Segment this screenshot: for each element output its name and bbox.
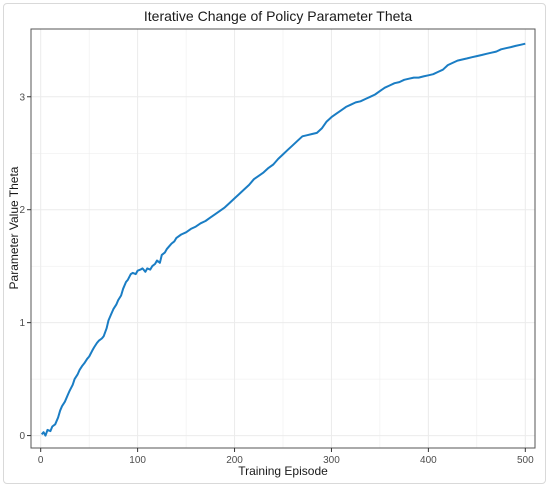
- y-axis-label: Parameter Value Theta: [7, 166, 21, 289]
- x-tick-label: 500: [517, 455, 534, 466]
- theta-line: [40, 42, 526, 437]
- figure-border: [3, 3, 546, 484]
- x-tick-label: 400: [420, 455, 437, 466]
- x-tick-label: 100: [129, 455, 146, 466]
- y-tick-label: 1: [19, 318, 25, 329]
- plot-panel-border: [30, 28, 536, 449]
- chart-title: Iterative Change of Policy Parameter The…: [144, 8, 412, 24]
- y-tick-label: 0: [19, 431, 25, 442]
- grid-lines: [31, 29, 535, 448]
- axis-ticks: 0 100 200 300 400 500 0 1 2 3: [19, 92, 534, 466]
- y-tick-label: 3: [19, 92, 25, 103]
- x-tick-label: 300: [323, 455, 340, 466]
- y-tick-label: 2: [19, 205, 25, 216]
- x-tick-label: 200: [226, 455, 243, 466]
- x-tick-label: 0: [38, 455, 44, 466]
- x-axis-label: Training Episode: [238, 464, 328, 478]
